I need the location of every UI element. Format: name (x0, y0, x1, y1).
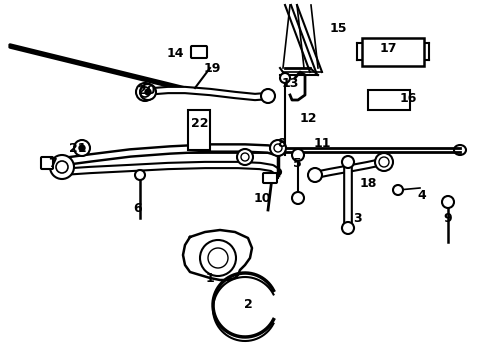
Text: 10: 10 (253, 192, 271, 204)
Ellipse shape (454, 145, 466, 155)
Text: 14: 14 (166, 46, 184, 59)
Text: 12: 12 (299, 112, 317, 125)
Text: 20: 20 (138, 84, 156, 96)
Circle shape (292, 192, 304, 204)
Circle shape (136, 83, 154, 101)
Circle shape (280, 73, 290, 83)
FancyBboxPatch shape (41, 157, 53, 169)
Circle shape (292, 149, 304, 161)
Circle shape (237, 149, 253, 165)
Text: 3: 3 (354, 212, 362, 225)
Circle shape (375, 153, 393, 171)
FancyBboxPatch shape (263, 173, 277, 183)
Text: 17: 17 (379, 41, 397, 54)
Text: 15: 15 (329, 22, 347, 35)
Text: 2: 2 (244, 298, 252, 311)
Text: 6: 6 (134, 202, 142, 215)
Polygon shape (183, 230, 252, 280)
Text: 19: 19 (203, 62, 220, 75)
Text: 5: 5 (293, 157, 301, 170)
Circle shape (79, 145, 85, 151)
Text: 18: 18 (359, 176, 377, 189)
Circle shape (270, 140, 286, 156)
Text: 16: 16 (399, 91, 416, 104)
Circle shape (342, 222, 354, 234)
Text: 8: 8 (278, 136, 286, 149)
Circle shape (261, 89, 275, 103)
Text: 11: 11 (313, 136, 331, 149)
Circle shape (342, 156, 354, 168)
Circle shape (442, 196, 454, 208)
Bar (368, 90, 410, 110)
Circle shape (140, 84, 156, 100)
Text: 1: 1 (206, 271, 215, 284)
Bar (362, 38, 424, 66)
Circle shape (308, 168, 322, 182)
Circle shape (74, 140, 90, 156)
Bar (188, 110, 210, 150)
Text: 9: 9 (443, 212, 452, 225)
FancyBboxPatch shape (191, 46, 207, 58)
Text: 13: 13 (281, 77, 299, 90)
Circle shape (50, 155, 74, 179)
Text: 4: 4 (417, 189, 426, 202)
Text: 22: 22 (191, 117, 209, 130)
Circle shape (393, 185, 403, 195)
Circle shape (145, 89, 151, 95)
Text: 7: 7 (48, 157, 56, 170)
Circle shape (135, 170, 145, 180)
Text: 21: 21 (69, 141, 87, 154)
